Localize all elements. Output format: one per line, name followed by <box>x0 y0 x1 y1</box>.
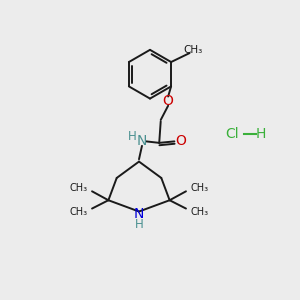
Text: CH₃: CH₃ <box>190 207 208 217</box>
Text: H: H <box>256 127 266 141</box>
Text: Cl: Cl <box>226 127 239 141</box>
Text: N: N <box>134 208 144 221</box>
Text: O: O <box>163 94 174 108</box>
Text: CH₃: CH₃ <box>70 207 88 217</box>
Text: CH₃: CH₃ <box>184 44 203 55</box>
Text: H: H <box>135 218 143 231</box>
Text: H: H <box>128 130 137 142</box>
Text: CH₃: CH₃ <box>190 183 208 193</box>
Text: CH₃: CH₃ <box>70 183 88 193</box>
Text: N: N <box>137 134 147 148</box>
Text: O: O <box>176 134 186 148</box>
